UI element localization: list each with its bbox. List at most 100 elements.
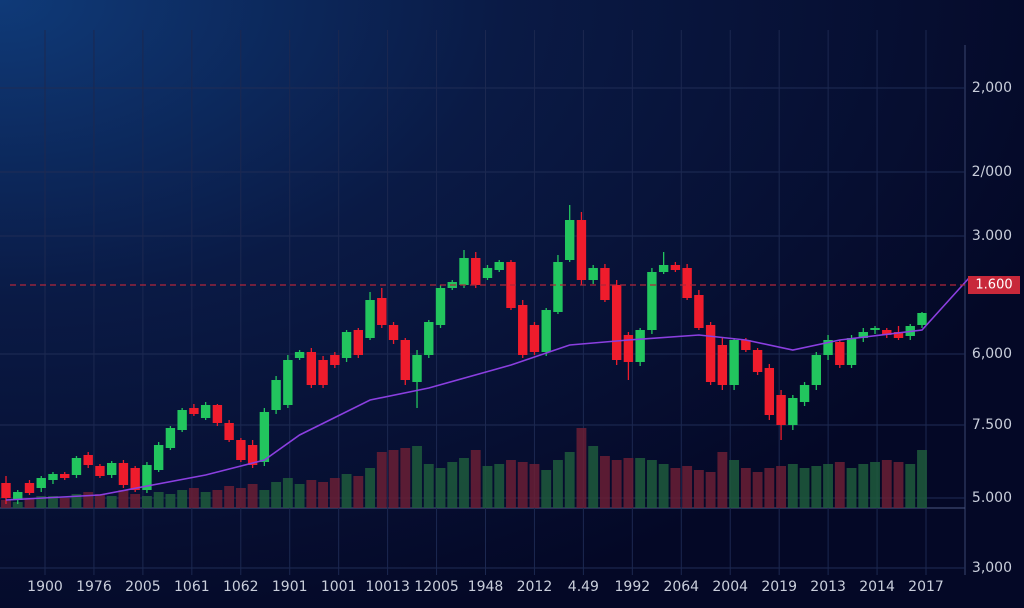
candle-body <box>83 455 93 465</box>
candle-body <box>529 325 540 352</box>
volume-bar <box>423 464 434 508</box>
volume-bar <box>658 464 669 508</box>
volume-bar <box>611 460 622 508</box>
volume-bar <box>717 452 728 508</box>
volume-bar <box>588 446 599 508</box>
volume-bar <box>893 462 904 508</box>
candle-body <box>764 368 775 415</box>
volume-bar <box>165 494 176 508</box>
volume-bar <box>459 458 469 508</box>
volume-bar <box>729 460 740 508</box>
volume-bar <box>95 494 105 508</box>
volume-bar <box>388 450 399 508</box>
volume-bar <box>623 458 634 508</box>
volume-bar <box>118 490 129 508</box>
volume-bar <box>130 494 141 508</box>
volume-bar <box>59 498 70 508</box>
candle-body <box>1 483 11 498</box>
candle-body <box>471 258 481 285</box>
volume-bar <box>271 482 282 508</box>
candle-body <box>917 313 927 325</box>
candle-body <box>330 355 340 365</box>
volume-bar <box>24 498 35 508</box>
candle-body <box>341 332 352 358</box>
volume-bar <box>71 494 82 508</box>
candle-body <box>400 340 410 380</box>
candle-body <box>224 423 234 440</box>
candle-body <box>165 428 176 448</box>
volume-bar <box>541 470 552 508</box>
volume-bar <box>529 464 540 508</box>
candle-body <box>835 342 845 365</box>
volume-bar <box>259 490 270 508</box>
candle-body <box>306 352 317 385</box>
volume-bar <box>83 492 94 508</box>
candle-body <box>788 398 798 425</box>
volume-bar <box>564 452 575 508</box>
candle-body <box>142 465 152 490</box>
candle-body <box>24 483 35 493</box>
volume-bar <box>353 476 364 508</box>
candle-body <box>95 466 105 476</box>
volume-bar <box>834 462 845 508</box>
moving-average <box>5 277 970 501</box>
price-marker <box>968 276 1020 294</box>
volume-bar <box>517 462 528 508</box>
candle-body <box>271 380 281 410</box>
volume-bar <box>705 472 716 508</box>
candle-body <box>118 463 129 485</box>
candle-body <box>212 405 223 423</box>
candle-body <box>882 330 892 335</box>
y-tick-label: 5.000 <box>972 490 1012 506</box>
candle-body <box>459 258 469 285</box>
volume-bar <box>693 470 704 508</box>
volume-bar <box>553 460 563 508</box>
candle-body <box>658 265 669 272</box>
volume-bar <box>400 448 411 508</box>
volume-bar <box>329 478 340 508</box>
candle-body <box>541 310 551 352</box>
volume-bar <box>917 450 927 508</box>
candle-body <box>13 492 23 500</box>
volume-bar <box>846 468 857 508</box>
candle-body <box>682 268 692 298</box>
candle-body <box>752 350 763 372</box>
volume-bar <box>482 466 493 508</box>
volume-bar <box>36 496 47 508</box>
volume-bar <box>905 464 916 508</box>
volume-bar <box>48 496 58 508</box>
candle-body <box>259 412 270 462</box>
y-tick-label: 2/000 <box>972 164 1012 180</box>
volume-bar <box>811 466 822 508</box>
candle-body <box>494 262 504 270</box>
volume-bar <box>682 466 693 508</box>
volume-bar <box>376 452 387 508</box>
candle-body <box>294 352 305 358</box>
volume-bar <box>599 456 610 508</box>
candle-body <box>48 474 58 480</box>
volume-bar <box>141 496 152 508</box>
volume-bar <box>870 462 880 508</box>
candle-body <box>694 295 704 328</box>
x-tick-label: 2017 <box>908 579 944 595</box>
candle-body <box>647 272 657 330</box>
candle-body <box>71 458 82 475</box>
candle-body <box>412 355 422 382</box>
candle-body <box>846 338 857 365</box>
candle-body <box>729 340 739 385</box>
candle-body <box>36 478 46 488</box>
candle-body <box>717 345 728 385</box>
candle-body <box>670 265 681 270</box>
volume-bar <box>823 464 833 508</box>
volume-bar <box>764 468 775 508</box>
volume-bar <box>412 446 422 508</box>
candle-body <box>318 360 328 385</box>
candle-body <box>283 360 293 405</box>
volume-bar <box>576 428 587 508</box>
volume-bar <box>858 464 869 508</box>
volume-bar <box>799 468 810 508</box>
candle-body <box>518 305 528 355</box>
candle-body <box>482 268 493 278</box>
candle-body <box>60 474 70 478</box>
